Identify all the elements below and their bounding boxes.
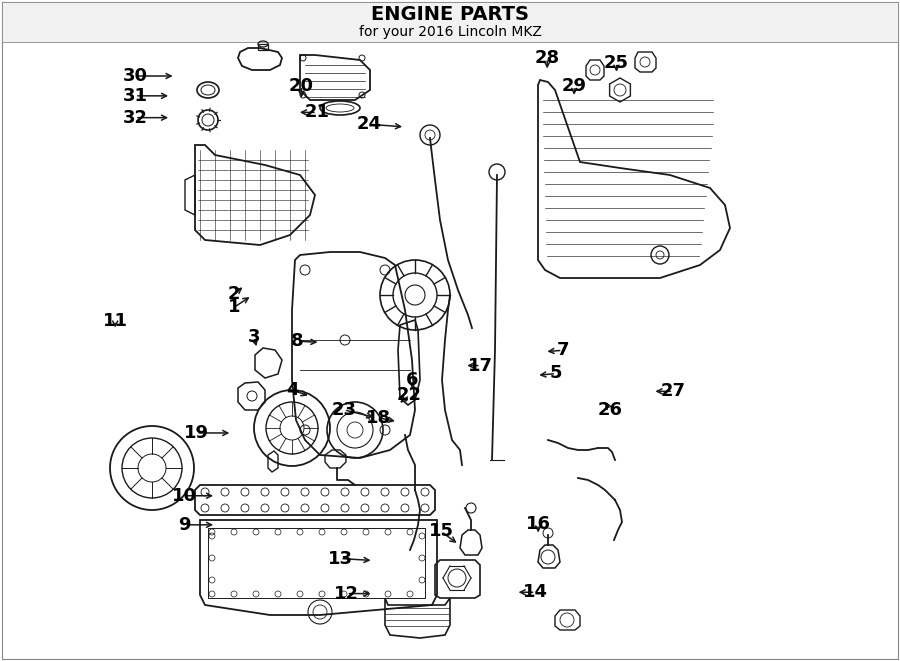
Bar bbox=[2, 2, 898, 42]
Text: 23: 23 bbox=[331, 401, 356, 419]
Text: 20: 20 bbox=[289, 77, 314, 95]
Text: 15: 15 bbox=[428, 522, 454, 541]
Text: 18: 18 bbox=[365, 408, 391, 427]
Text: 8: 8 bbox=[291, 332, 303, 350]
Text: for your 2016 Lincoln MKZ: for your 2016 Lincoln MKZ bbox=[358, 25, 542, 39]
Text: 31: 31 bbox=[122, 87, 148, 105]
Text: 21: 21 bbox=[304, 103, 329, 122]
Text: 5: 5 bbox=[550, 364, 562, 383]
Text: 4: 4 bbox=[286, 381, 299, 399]
Text: 9: 9 bbox=[178, 516, 191, 534]
Text: 22: 22 bbox=[397, 386, 422, 405]
Text: 25: 25 bbox=[604, 54, 629, 72]
Text: ENGINE PARTS: ENGINE PARTS bbox=[371, 5, 529, 24]
Text: 27: 27 bbox=[661, 382, 686, 401]
Text: 24: 24 bbox=[356, 115, 382, 134]
Text: 12: 12 bbox=[334, 584, 359, 603]
Text: 28: 28 bbox=[535, 49, 560, 67]
Text: 19: 19 bbox=[184, 424, 209, 442]
Text: 32: 32 bbox=[122, 108, 148, 127]
Text: 17: 17 bbox=[468, 356, 493, 375]
Text: 11: 11 bbox=[103, 311, 128, 330]
Text: 10: 10 bbox=[172, 486, 197, 505]
Text: 29: 29 bbox=[562, 77, 587, 95]
Text: 30: 30 bbox=[122, 67, 148, 85]
Text: 16: 16 bbox=[526, 515, 551, 533]
Text: 3: 3 bbox=[248, 328, 260, 346]
Text: 2: 2 bbox=[228, 285, 240, 303]
Text: 1: 1 bbox=[228, 298, 240, 317]
Text: 7: 7 bbox=[556, 341, 569, 360]
Text: 26: 26 bbox=[598, 401, 623, 419]
Text: 14: 14 bbox=[523, 583, 548, 602]
Text: 6: 6 bbox=[406, 371, 419, 389]
Text: 13: 13 bbox=[328, 549, 353, 568]
